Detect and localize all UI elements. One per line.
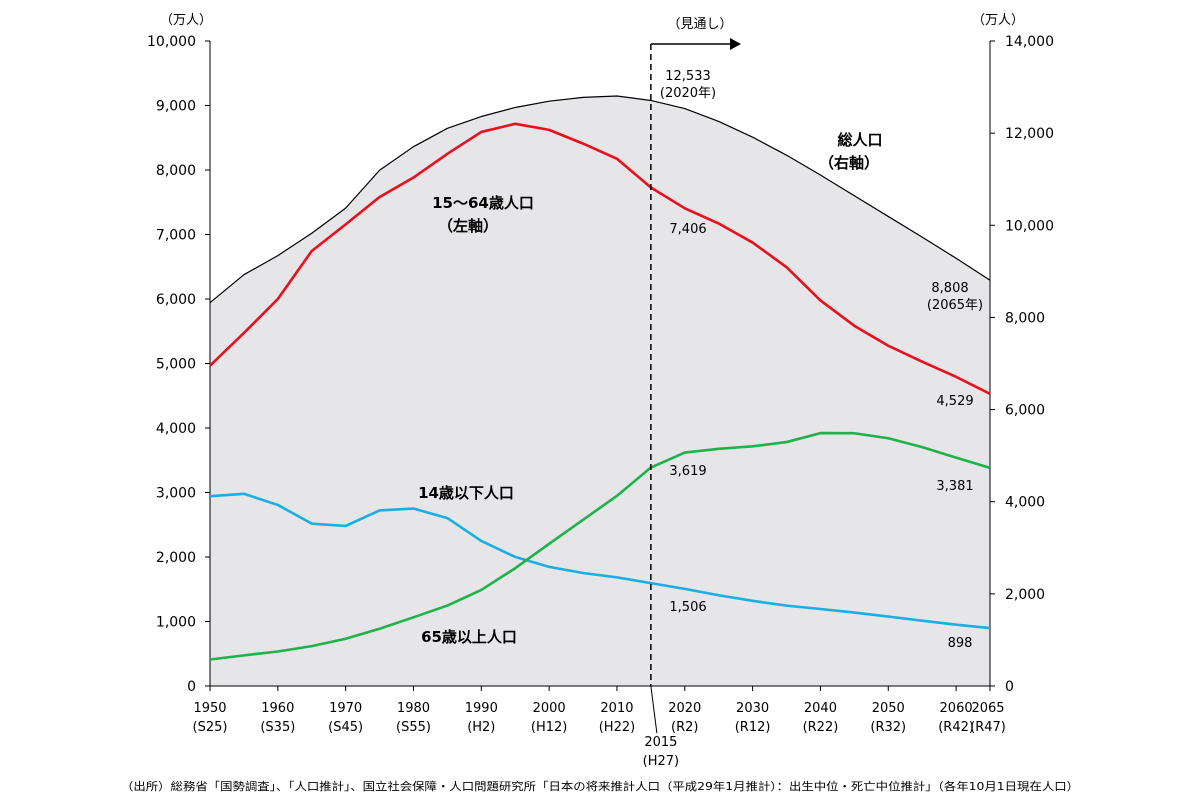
right-tick-label: 4,000	[1005, 495, 1045, 511]
divider-leader-line	[650, 685, 658, 734]
x-tick-sublabel: (R12)	[735, 720, 771, 735]
x-tick-label: 2030	[736, 701, 769, 716]
x-tick-label: 2065	[971, 701, 1004, 716]
total-2020-value: 12,533	[665, 69, 711, 84]
x-tick-sublabel: (R2)	[671, 720, 698, 735]
right-tick-label: 2,000	[1005, 587, 1045, 603]
x-tick-label: 2040	[804, 701, 837, 716]
right-tick-label: 12,000	[1005, 126, 1054, 142]
x-tick-label: 1960	[261, 701, 294, 716]
youth-2065-value: 898	[948, 636, 973, 651]
working-age-2065-value: 4,529	[936, 394, 973, 409]
x-tick-label: 2010	[600, 701, 633, 716]
x-tick-sublabel: (S55)	[396, 720, 431, 735]
total-2065-value: 8,808	[931, 281, 968, 296]
elderly-series-label: 65歳以上人口	[421, 628, 517, 646]
projection-label: （見通し）	[667, 17, 732, 32]
total-series-axis-label: （右軸）	[819, 154, 879, 172]
total-population-area	[210, 96, 990, 687]
projection-arrow-head	[730, 38, 741, 50]
x-tick-sublabel: (R42)	[938, 720, 974, 735]
left-tick-label: 4,000	[156, 421, 196, 437]
x-tick-label: 1980	[397, 701, 430, 716]
x-tick-sublabel: (R32)	[870, 720, 906, 735]
x-tick-sublabel: (H2)	[467, 720, 495, 735]
x-tick-sublabel: (S35)	[260, 720, 295, 735]
right-tick-label: 10,000	[1005, 218, 1054, 234]
series-line-2	[209, 492, 991, 630]
right-tick-label: 14,000	[1005, 34, 1054, 50]
source-note: （出所）総務省「国勢調査」、「人口推計」、国立社会保障・人口問題研究所「日本の将…	[121, 779, 1079, 793]
left-tick-label: 10,000	[147, 34, 196, 50]
left-tick-label: 8,000	[156, 163, 196, 179]
divider-era-label: (H27)	[643, 754, 679, 769]
series-line-1	[209, 122, 991, 396]
left-unit-label: （万人）	[160, 13, 212, 28]
left-tick-label: 9,000	[156, 99, 196, 115]
x-tick-sublabel: (S25)	[193, 720, 228, 735]
elderly-2020-value: 3,619	[669, 464, 706, 479]
x-tick-sublabel: (S45)	[328, 720, 363, 735]
x-tick-label: 2050	[872, 701, 905, 716]
left-tick-label: 5,000	[156, 357, 196, 373]
total-2020-year: (2020年)	[660, 86, 716, 101]
youth-series-label: 14歳以下人口	[418, 484, 514, 502]
total-series-label: 総人口	[837, 131, 882, 149]
working-age-series-axis-label: （左軸）	[438, 217, 498, 235]
x-tick-label: 2060	[940, 701, 973, 716]
total-2065-year: (2065年)	[927, 298, 983, 313]
x-tick-sublabel: (H12)	[531, 720, 567, 735]
left-tick-label: 3,000	[156, 486, 196, 502]
series-line-0	[209, 95, 991, 304]
youth-2020-value: 1,506	[669, 600, 706, 615]
elderly-2065-value: 3,381	[936, 479, 973, 494]
left-tick-label: 1,000	[156, 615, 196, 631]
left-tick-label: 6,000	[156, 292, 196, 308]
x-tick-label: 1950	[193, 701, 226, 716]
left-tick-label: 7,000	[156, 228, 196, 244]
x-tick-label: 2000	[533, 701, 566, 716]
right-tick-label: 0	[1005, 679, 1014, 695]
left-tick-label: 2,000	[156, 550, 196, 566]
x-tick-label: 1970	[329, 701, 362, 716]
right-unit-label: （万人）	[972, 13, 1024, 28]
working-age-series-label: 15～64歳人口	[432, 194, 534, 212]
x-tick-label: 2020	[668, 701, 701, 716]
working-age-2020-value: 7,406	[669, 222, 706, 237]
x-tick-label: 1990	[465, 701, 498, 716]
x-tick-sublabel: (R22)	[803, 720, 839, 735]
right-tick-label: 8,000	[1005, 310, 1045, 326]
right-tick-label: 6,000	[1005, 403, 1045, 419]
divider-year-label: 2015	[644, 735, 677, 750]
x-tick-sublabel: (R47)	[970, 720, 1006, 735]
left-tick-label: 0	[187, 679, 196, 695]
series-line-3	[209, 431, 991, 661]
x-tick-sublabel: (H22)	[599, 720, 635, 735]
